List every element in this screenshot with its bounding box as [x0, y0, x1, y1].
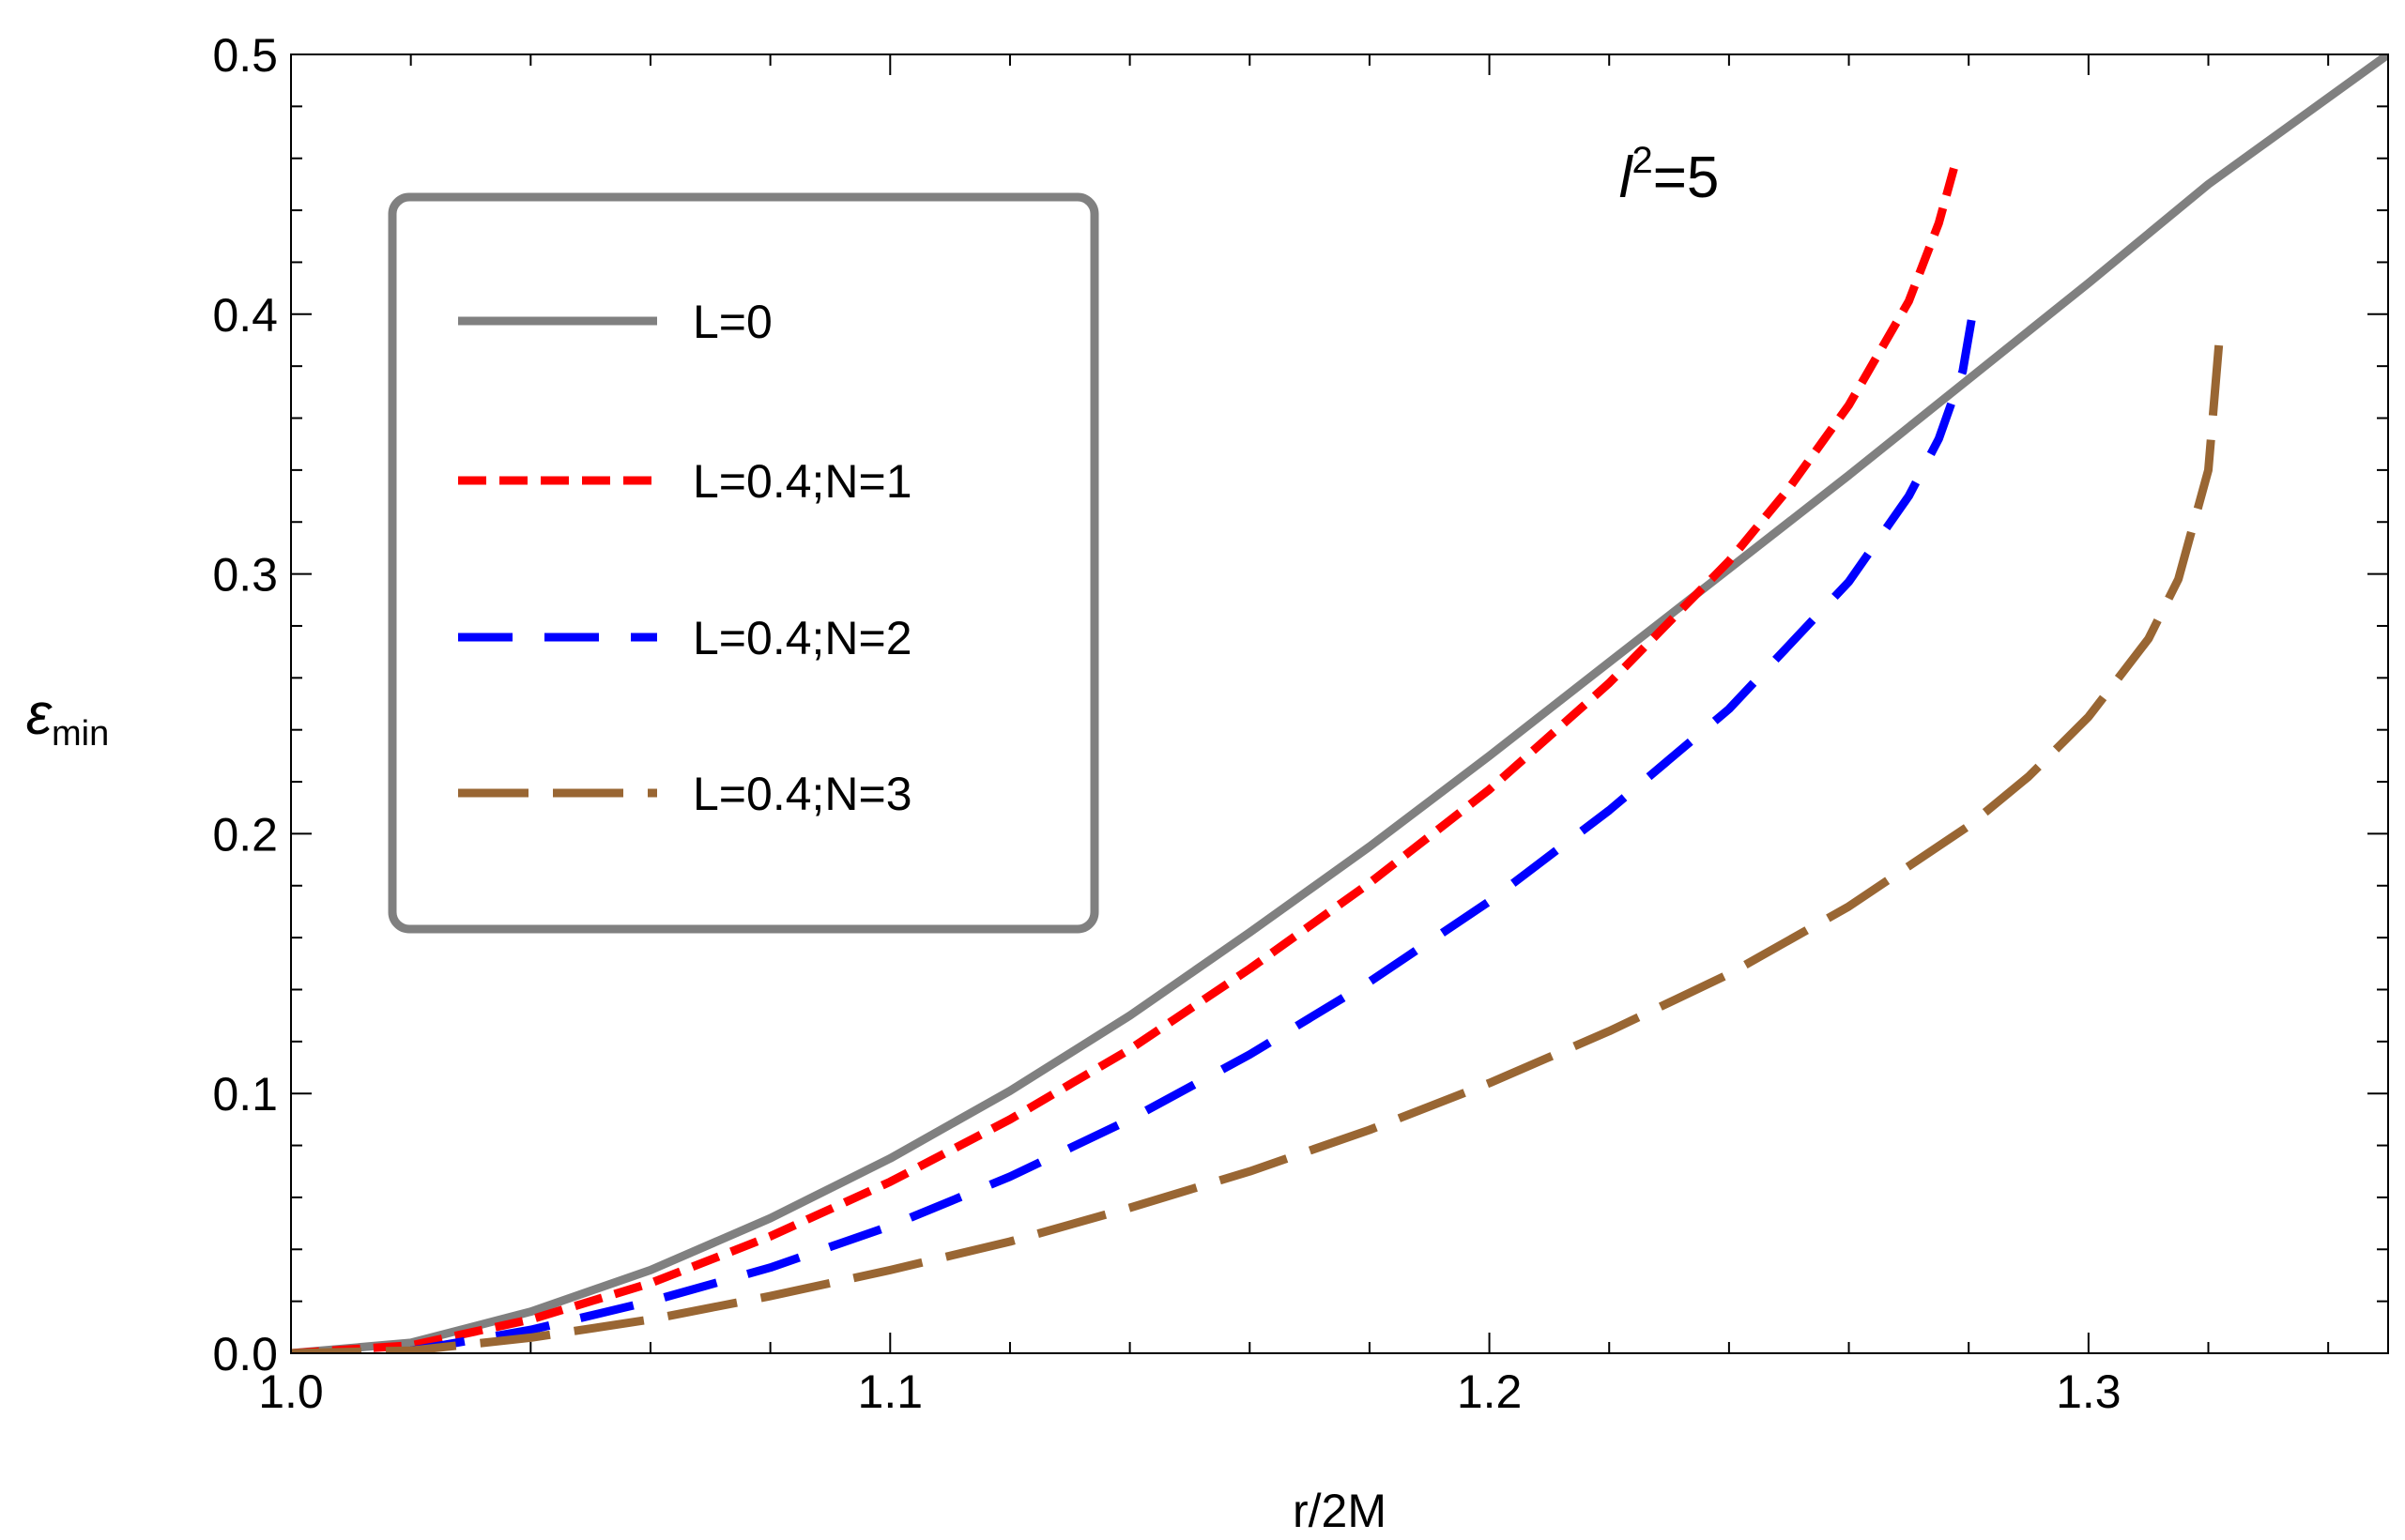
y-axis-title-sub: min — [52, 714, 109, 754]
x-tick-label: 1.0 — [258, 1365, 324, 1418]
y-tick-label: 0.1 — [212, 1068, 278, 1121]
y-tick-label: 0.2 — [212, 808, 278, 861]
x-tick-label: 1.2 — [1457, 1365, 1523, 1418]
series-line-1 — [291, 54, 2388, 1353]
x-tick-label: 1.3 — [2056, 1365, 2122, 1418]
legend-label-3: L=0.4;N=2 — [693, 612, 912, 664]
x-axis-title: r/2M — [1293, 1485, 1386, 1537]
legend-label-2: L=0.4;N=1 — [693, 455, 912, 508]
legend-label-4: L=0.4;N=3 — [693, 768, 912, 820]
y-tick-label: 0.3 — [212, 549, 278, 602]
series-layer — [291, 54, 2388, 1353]
legend-box — [388, 192, 1099, 934]
y-tick-label: 0.0 — [212, 1328, 278, 1380]
annotation-value: =5 — [1653, 145, 1720, 210]
legend-label-1: L=0 — [693, 296, 773, 348]
annotation-superscript: 2 — [1631, 140, 1652, 181]
y-axis-title: εmin — [26, 682, 109, 754]
plot-frame — [290, 53, 2389, 1354]
x-tick-label: 1.1 — [858, 1365, 924, 1418]
series-line-4 — [291, 327, 2225, 1353]
y-tick-label: 0.5 — [212, 29, 278, 82]
axis-tick-labels: 1.0 1.1 1.2 1.3 0.0 0.1 0.2 0.3 0.4 0.5 — [212, 29, 2121, 1418]
series-line-2 — [291, 157, 1961, 1353]
annotation-l: l — [1619, 145, 1634, 210]
y-axis-title-main: ε — [26, 682, 53, 747]
annotation-l-squared: l2=5 — [1619, 140, 1720, 210]
legend: L=0 L=0.4;N=1 L=0.4;N=2 L=0.4;N=3 — [388, 192, 1099, 934]
y-tick-label: 0.4 — [212, 289, 278, 342]
